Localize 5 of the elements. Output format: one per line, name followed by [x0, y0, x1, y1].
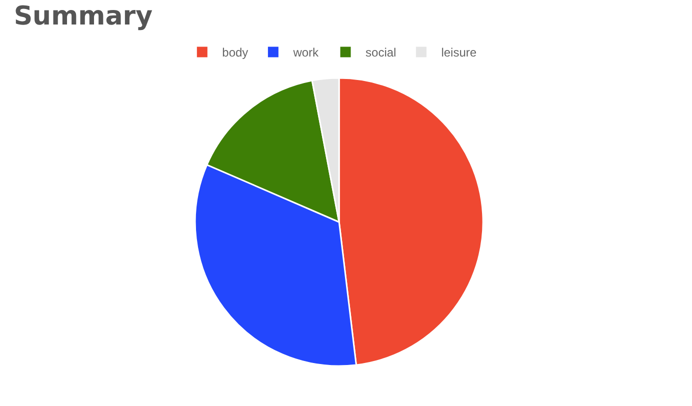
chart-title: Summary	[14, 1, 153, 32]
legend-label: social	[366, 46, 396, 60]
legend-label: leisure	[441, 46, 477, 60]
legend-label: work	[292, 46, 320, 60]
legend-label: body	[222, 46, 248, 60]
